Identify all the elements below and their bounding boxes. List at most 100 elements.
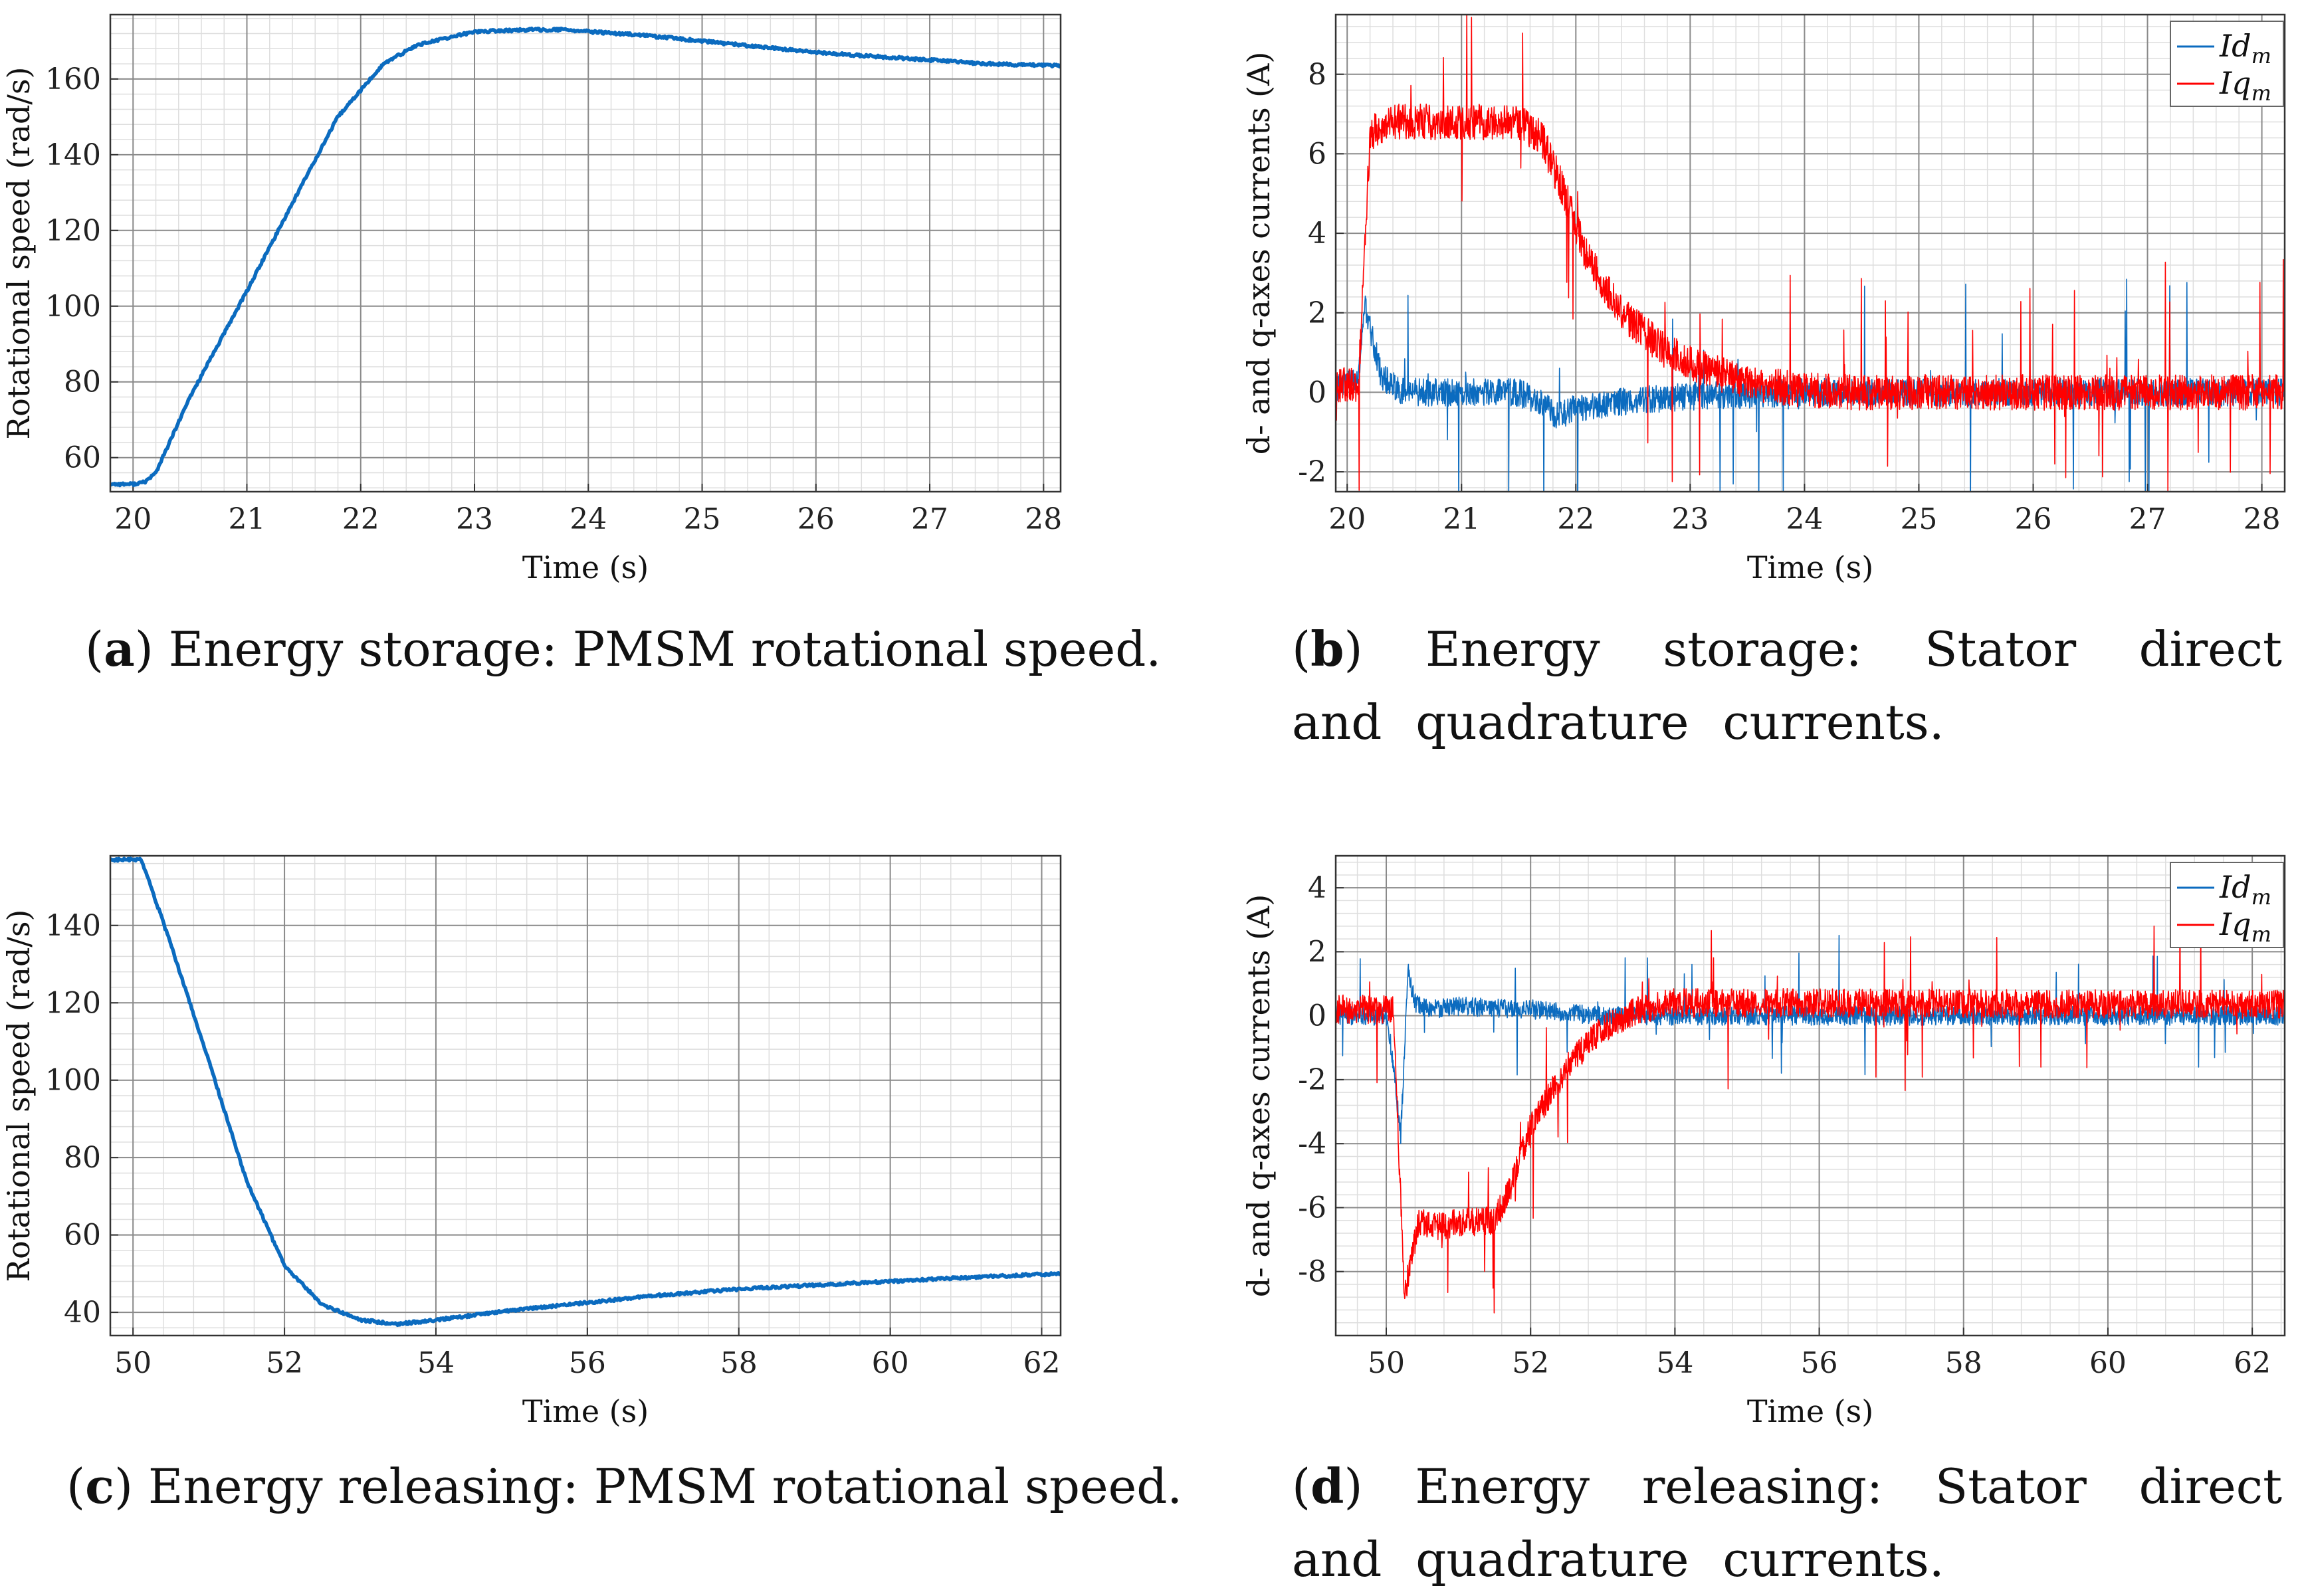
x-tick-label: 21 <box>229 502 266 536</box>
y-tick-label: 120 <box>45 214 101 248</box>
series-line-speed <box>110 27 1061 488</box>
x-tick-label: 22 <box>342 502 379 536</box>
y-tick-label: 0 <box>1308 375 1326 409</box>
caption-c-close: ) <box>114 1458 134 1514</box>
caption-a: (a) Energy storage: PMSM rotational spee… <box>85 613 1161 686</box>
plot-area <box>1336 15 2285 492</box>
y-tick-label: 4 <box>1308 871 1326 905</box>
plot-frame <box>109 854 1062 1337</box>
x-tick-label: 62 <box>1023 1346 1061 1380</box>
x-tick-label: 56 <box>1801 1346 1838 1380</box>
caption-c-text: Energy releasing: PMSM rotational speed. <box>133 1458 1183 1514</box>
x-tick-label: 52 <box>266 1346 303 1380</box>
caption-a-text: Energy storage: PMSM rotational speed. <box>153 621 1162 677</box>
x-tick-label: 20 <box>114 502 152 536</box>
caption-b-close: ) <box>1344 621 1363 677</box>
x-tick-label: 21 <box>1443 502 1480 536</box>
x-tick-label: 20 <box>1328 502 1366 536</box>
x-tick-label: 60 <box>872 1346 909 1380</box>
legend-subscript: m <box>2251 922 2271 947</box>
caption-d: (d) Energy releasing: Stator direct and … <box>1292 1450 2282 1596</box>
x-tick-label: 26 <box>2014 502 2051 536</box>
caption-b-text: Energy storage: Stator direct and quadra… <box>1292 621 2282 750</box>
caption-d-close: ) <box>1344 1458 1363 1514</box>
caption-c: (c) Energy releasing: PMSM rotational sp… <box>66 1450 1182 1523</box>
plot-frame <box>109 13 1062 493</box>
x-tick-label: 62 <box>2234 1346 2271 1380</box>
x-axis-label: Time (s) <box>522 1393 649 1429</box>
y-tick-label: 4 <box>1308 217 1326 250</box>
caption-b: (b) Energy storage: Stator direct and qu… <box>1292 613 2282 759</box>
series-line-Id_m <box>1336 934 2285 1144</box>
legend-box <box>2170 21 2284 107</box>
y-axis-label: Rotational speed (rad/s) <box>1 67 37 440</box>
minor-grid <box>1336 15 2285 492</box>
y-tick-label: 140 <box>45 138 101 172</box>
plot-area <box>110 856 1061 1328</box>
caption-d-text: Energy releasing: Stator direct and quad… <box>1292 1458 2282 1587</box>
y-tick-label: 0 <box>1308 999 1326 1033</box>
caption-a-open: ( <box>85 621 104 677</box>
y-tick-label: 40 <box>64 1296 101 1330</box>
caption-d-open: ( <box>1292 1458 1311 1514</box>
y-tick-label: 2 <box>1308 935 1326 969</box>
y-tick-label: -8 <box>1298 1255 1326 1289</box>
legend-label-iq: Iqm <box>2219 65 2271 106</box>
x-tick-label: 25 <box>684 502 721 536</box>
legend-subscript: m <box>2251 80 2271 106</box>
plot-area <box>110 27 1061 488</box>
y-tick-label: 80 <box>64 365 101 399</box>
x-tick-label: 54 <box>417 1346 455 1380</box>
y-tick-label: 160 <box>45 62 101 96</box>
x-tick-label: 58 <box>720 1346 758 1380</box>
plot-frame <box>1334 854 2286 1337</box>
minor-grid <box>110 856 1061 1336</box>
x-tick-label: 27 <box>2129 502 2166 536</box>
legend-box <box>2170 862 2284 948</box>
major-grid <box>110 15 1061 492</box>
series-line-Id_m <box>1336 278 2285 492</box>
x-tick-label: 25 <box>1900 502 1937 536</box>
y-axis-label: Rotational speed (rad/s) <box>1 910 37 1282</box>
legend-label-id: Idm <box>2219 28 2271 68</box>
x-tick-label: 22 <box>1557 502 1594 536</box>
caption-c-open: ( <box>66 1458 86 1514</box>
caption-a-letter: a <box>104 621 135 677</box>
minor-grid <box>1336 856 2285 1336</box>
caption-c-letter: c <box>85 1458 114 1514</box>
y-tick-label: 60 <box>64 441 101 475</box>
x-tick-label: 23 <box>1671 502 1709 536</box>
x-tick-label: 24 <box>570 502 607 536</box>
y-axis-label: d- and q-axes currents (A) <box>1241 52 1277 455</box>
caption-b-letter: b <box>1310 621 1344 677</box>
x-tick-label: 28 <box>2244 502 2281 536</box>
series-line-speed <box>110 856 1061 1328</box>
x-axis-label: Time (s) <box>1747 549 1873 585</box>
y-tick-label: 140 <box>45 909 101 943</box>
y-tick-label: 100 <box>45 1064 101 1098</box>
y-tick-label: -2 <box>1298 1063 1326 1097</box>
y-tick-label: 60 <box>64 1219 101 1252</box>
y-tick-label: 100 <box>45 290 101 324</box>
x-tick-label: 56 <box>569 1346 606 1380</box>
x-tick-label: 28 <box>1025 502 1062 536</box>
x-tick-label: 52 <box>1512 1346 1549 1380</box>
legend-label-id: Idm <box>2219 869 2271 910</box>
y-tick-label: -4 <box>1298 1127 1326 1161</box>
x-tick-label: 26 <box>797 502 835 536</box>
caption-a-close: ) <box>134 621 154 677</box>
legend-subscript: m <box>2251 43 2271 68</box>
x-tick-label: 50 <box>1368 1346 1405 1380</box>
x-tick-label: 54 <box>1656 1346 1693 1380</box>
x-tick-label: 24 <box>1786 502 1823 536</box>
chart-c: 50 52 54 56 58 60 62 40 60 80 100 120 140 Time (s) Rot… <box>1 854 1062 1429</box>
y-axis-label: d- and q-axes currents (A) <box>1241 894 1277 1298</box>
chart-a: 20 21 22 23 24 25 26 27 28 60 80 100 120 140 160 Time (… <box>1 13 1062 585</box>
y-tick-label: -2 <box>1298 455 1326 489</box>
legend-subscript: m <box>2251 884 2271 910</box>
minor-grid <box>110 15 1061 492</box>
